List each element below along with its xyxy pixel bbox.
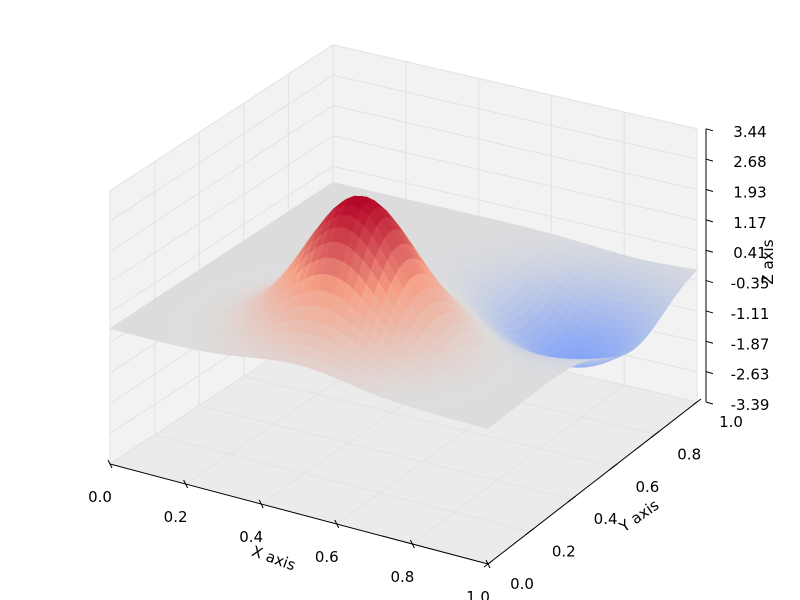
back-grid-z: [332, 105, 698, 190]
z-axis-label: Z axis: [759, 239, 777, 284]
y-tick-mark: [650, 430, 660, 438]
x-axis-ticks: 0.0 0.2 0.4 0.6 0.8 1.0: [88, 459, 491, 600]
z-tick-label: -1.11: [731, 305, 770, 323]
z-tick-mark: [705, 371, 714, 375]
y-tick-label: 0.0: [510, 575, 534, 593]
z-tick-mark: [705, 249, 714, 253]
y-tick-mark: [483, 560, 493, 568]
x-tick-mark: [107, 459, 113, 469]
back-grid-z: [332, 74, 698, 160]
z-tick-label: 3.44: [733, 123, 766, 141]
surface-patch: [479, 422, 494, 429]
z-tick-mark: [705, 219, 714, 223]
z-tick-mark: [705, 401, 714, 405]
left-grid-z: [109, 135, 334, 283]
y-axis-line: [487, 401, 698, 565]
left-pane: [110, 44, 333, 465]
y-tick-label: 0.2: [552, 543, 576, 561]
x-tick-mark: [409, 539, 415, 549]
left-grid-z: [109, 165, 334, 313]
back-grid-z: [332, 135, 698, 221]
y-tick-mark: [692, 398, 702, 406]
z-tick-label: 1.17: [733, 214, 766, 232]
y-tick-mark: [525, 528, 535, 535]
z-tick-label: 2.68: [733, 153, 766, 171]
floor-grid-y: [199, 405, 572, 500]
floor-grid-y: [154, 434, 530, 533]
floor-grid-y: [243, 375, 614, 468]
y-axis-ticks: 0.0 0.2 0.4 0.6 0.8 1.0: [483, 398, 743, 593]
z-tick-label: -0.35: [731, 275, 770, 293]
x-tick-mark: [258, 499, 264, 509]
z-tick-mark: [705, 280, 714, 284]
x-axis-label: X axis: [249, 542, 298, 574]
y-tick-mark: [567, 495, 576, 503]
back-grid-z: [332, 165, 698, 251]
z-tick-mark: [705, 158, 714, 162]
x-tick-label: 0.6: [315, 548, 339, 566]
z-tick-mark: [705, 189, 714, 192]
x-tick-label: 1.0: [466, 588, 490, 600]
z-tick-mark: [705, 128, 714, 132]
x-tick-label: 0.0: [88, 488, 112, 506]
z-tick-mark: [705, 310, 714, 314]
back-grid-z: [332, 44, 698, 130]
surface: [109, 182, 698, 429]
floor-grid-x: [412, 384, 625, 545]
z-tick-label: 0.41: [733, 244, 766, 262]
z-axis-ticks: 3.44 2.68 1.93 1.17 0.41 -0.35 -1.11 -1.87 -2.63…: [705, 123, 770, 414]
x-tick-mark: [334, 519, 340, 529]
z-tick-label: -2.63: [731, 366, 770, 384]
z-tick-label: -1.87: [731, 335, 770, 353]
left-grid-z: [109, 105, 334, 252]
x-tick-mark: [183, 479, 189, 489]
axes: [109, 128, 707, 565]
x-axis-line: [109, 463, 489, 565]
y-axis-label: Y axis: [615, 496, 662, 537]
z-tick-label: 1.93: [733, 184, 766, 202]
x-tick-label: 0.2: [164, 508, 188, 526]
z-tick-label: -3.39: [731, 396, 770, 414]
z-tick-mark: [705, 340, 714, 344]
y-tick-label: 0.4: [594, 510, 618, 528]
y-tick-mark: [609, 463, 618, 471]
x-tick-label: 0.4: [239, 528, 263, 546]
y-tick-label: 0.6: [635, 478, 659, 496]
left-grid-z: [109, 74, 334, 222]
x-tick-label: 0.8: [390, 568, 414, 586]
y-tick-label: 0.8: [677, 445, 701, 463]
left-grid-z: [109, 44, 334, 192]
y-tick-label: 1.0: [719, 413, 743, 431]
